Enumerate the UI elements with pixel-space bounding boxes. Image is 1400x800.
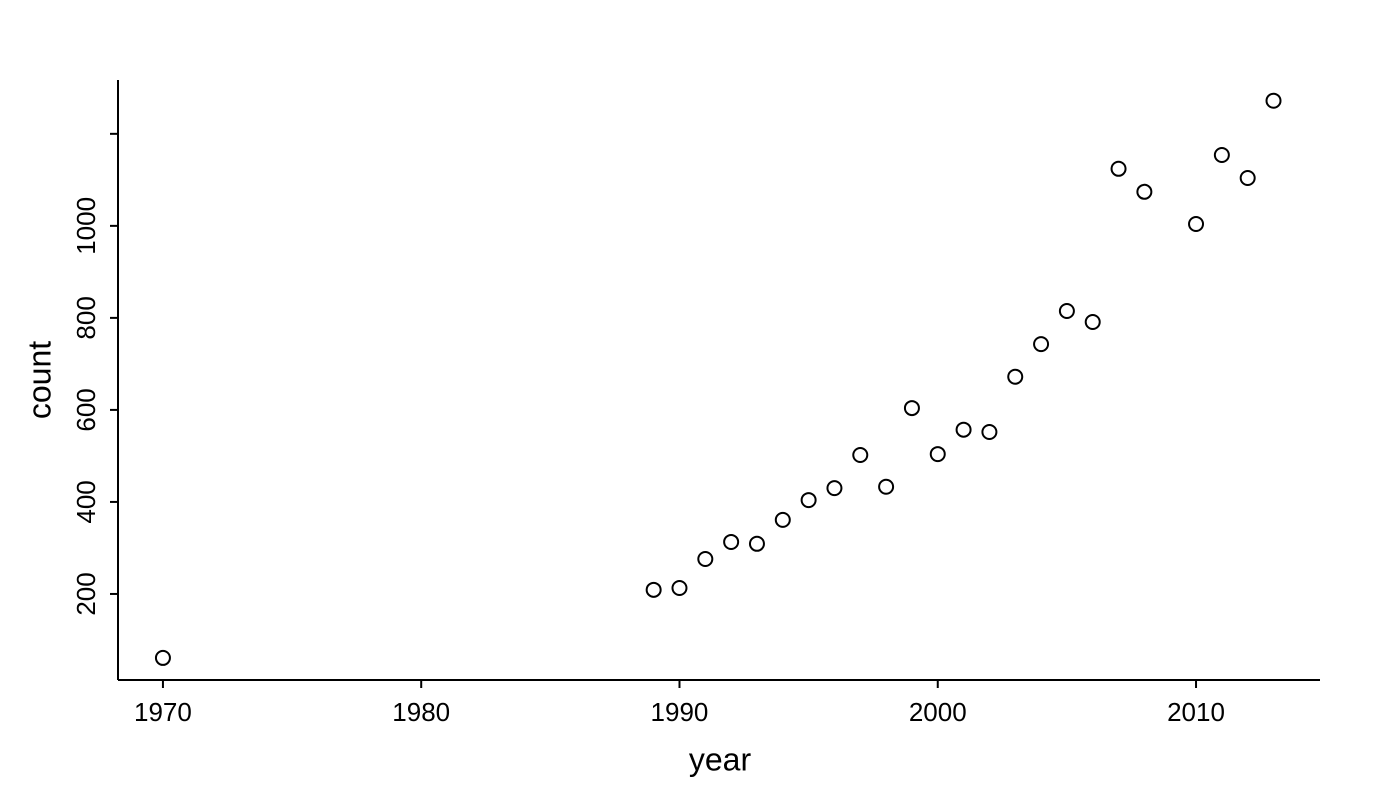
point [774, 511, 791, 528]
point [645, 581, 662, 598]
x-tick-label: 2000 [909, 697, 967, 727]
point [1188, 216, 1205, 233]
point [1033, 336, 1050, 353]
point [826, 480, 843, 497]
point [955, 421, 972, 438]
point [1213, 147, 1230, 163]
x-tick-label: 2010 [1167, 697, 1225, 727]
point [1265, 92, 1282, 109]
point [903, 400, 920, 417]
y-tick-label: 400 [71, 480, 101, 523]
point [800, 492, 817, 509]
y-tick-label: 800 [71, 296, 101, 339]
point [697, 550, 714, 567]
point [154, 649, 171, 666]
x-tick-label: 1980 [392, 697, 450, 727]
y-axis-label: count [21, 341, 57, 419]
y-tick-label: 200 [71, 572, 101, 615]
x-tick-label: 1990 [651, 697, 709, 727]
point [852, 447, 869, 463]
point [1058, 302, 1075, 319]
point [981, 423, 998, 440]
x-tick-label: 1970 [134, 697, 192, 727]
point [878, 478, 895, 495]
x-axis-label: year [689, 741, 752, 777]
point [1136, 183, 1153, 200]
point [723, 533, 740, 550]
point [1110, 160, 1127, 177]
point [1239, 170, 1256, 187]
point [929, 446, 946, 463]
y-tick-label: 1000 [71, 197, 101, 255]
point [1084, 314, 1101, 331]
y-tick-label: 600 [71, 388, 101, 431]
point [671, 579, 688, 596]
point [748, 535, 765, 552]
point [1007, 368, 1024, 385]
